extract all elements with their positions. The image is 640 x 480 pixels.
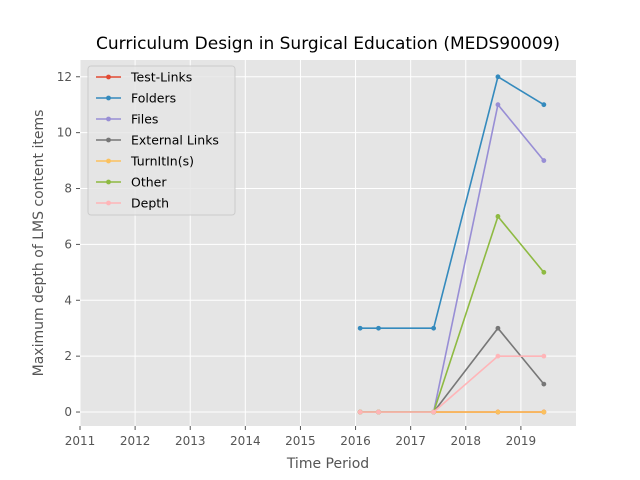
- data-point: [357, 409, 363, 415]
- y-tick-label: 4: [64, 293, 72, 307]
- x-tick-label: 2013: [175, 434, 206, 448]
- data-point: [495, 353, 501, 359]
- data-point: [541, 269, 547, 275]
- legend-label: TurnItIn(s): [130, 154, 194, 169]
- legend-item: Other: [96, 175, 167, 190]
- x-tick-label: 2015: [285, 434, 316, 448]
- chart-title: Curriculum Design in Surgical Education …: [96, 34, 560, 54]
- series-depth: [357, 353, 547, 415]
- data-point: [541, 102, 547, 108]
- legend-swatch-marker: [106, 74, 111, 80]
- x-tick-label: 2014: [230, 434, 261, 448]
- x-tick-label: 2019: [506, 434, 537, 448]
- x-tick-label: 2012: [120, 434, 151, 448]
- legend: Test-Links Folders Files External Links Turn…: [87, 65, 236, 216]
- y-tick-label: 0: [64, 405, 72, 419]
- y-tick-label: 6: [64, 237, 72, 251]
- data-point: [541, 353, 547, 359]
- legend-label: Depth: [131, 196, 169, 211]
- legend-item: TurnItIn(s): [96, 154, 194, 169]
- data-point: [357, 325, 363, 331]
- data-point: [495, 409, 501, 415]
- x-axis-label: Time Period: [286, 456, 369, 472]
- legend-frame: [87, 65, 236, 216]
- data-point: [495, 325, 501, 331]
- legend-swatch-marker: [106, 158, 111, 164]
- data-point: [431, 409, 437, 415]
- data-point: [495, 74, 501, 80]
- legend-label: Folders: [131, 91, 176, 106]
- y-tick-label: 10: [57, 126, 72, 140]
- data-point: [541, 158, 547, 163]
- x-tick-label: 2016: [340, 434, 371, 448]
- legend-item: Depth: [96, 196, 169, 211]
- data-point: [431, 325, 437, 331]
- y-tick-label: 2: [64, 349, 72, 363]
- legend-item: Files: [96, 112, 158, 127]
- data-point: [495, 102, 501, 108]
- legend-swatch-marker: [106, 116, 111, 122]
- y-axis-label: Maximum depth of LMS content items: [31, 110, 47, 377]
- legend-item: Test-Links: [96, 70, 192, 85]
- legend-label: Files: [131, 112, 158, 127]
- legend-label: Test-Links: [130, 70, 192, 85]
- x-tick-label: 2017: [395, 434, 426, 448]
- series-folders: [357, 74, 547, 331]
- legend-label: External Links: [131, 133, 219, 148]
- data-point: [376, 409, 381, 415]
- y-tick-label: 12: [57, 70, 72, 84]
- legend-item: Folders: [96, 91, 176, 106]
- legend-swatch-marker: [106, 137, 111, 143]
- data-point: [541, 381, 547, 387]
- data-point: [495, 214, 501, 219]
- data-point: [541, 409, 547, 415]
- x-tick-label: 2011: [65, 434, 96, 448]
- legend-swatch-marker: [106, 179, 111, 185]
- data-point: [376, 325, 381, 331]
- x-tick-label: 2018: [451, 434, 482, 448]
- y-tick-label: 8: [64, 182, 72, 196]
- legend-swatch-marker: [106, 200, 111, 206]
- legend-swatch-marker: [106, 95, 111, 101]
- legend-label: Other: [131, 175, 167, 190]
- legend-item: External Links: [96, 133, 219, 148]
